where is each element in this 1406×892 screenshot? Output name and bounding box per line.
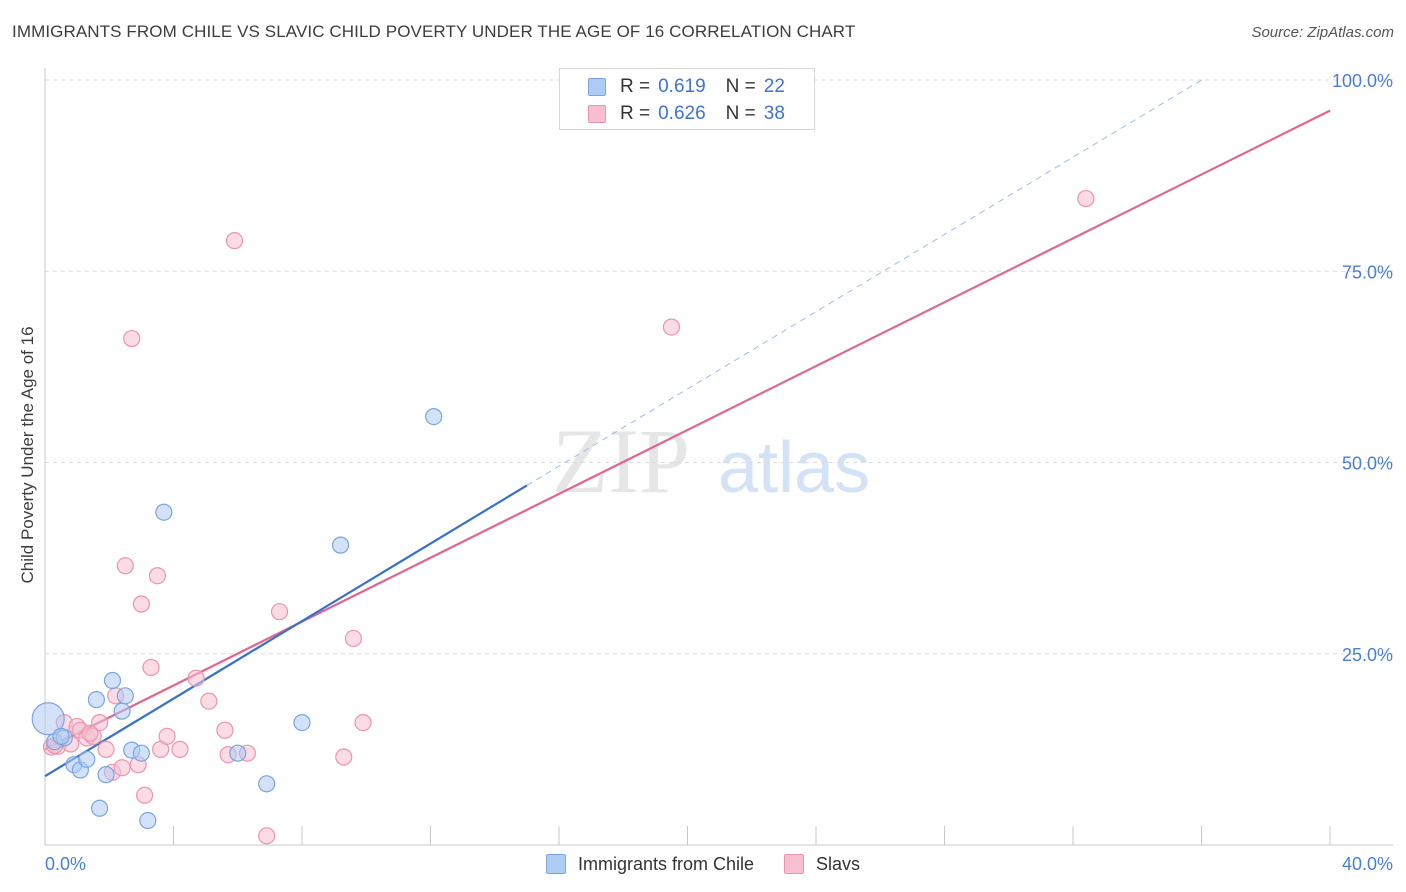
stats-legend: R = 0.619 N = 22 R = 0.626 N = 38 bbox=[559, 68, 815, 130]
x-tick-label: 0.0% bbox=[45, 854, 86, 874]
legend-n-label: N = bbox=[725, 103, 756, 124]
data-point-chile bbox=[103, 671, 122, 690]
data-point-slavs bbox=[142, 658, 160, 677]
data-point-chile bbox=[139, 811, 157, 830]
legend-swatch-slavs bbox=[588, 105, 606, 123]
data-point-slavs bbox=[662, 318, 681, 336]
series-legend: Immigrants from Chile Slavs bbox=[0, 850, 1406, 878]
data-point-slavs bbox=[216, 721, 234, 739]
x-tick-label: 40.0% bbox=[1342, 854, 1393, 874]
data-point-chile bbox=[113, 702, 131, 720]
data-point-chile bbox=[78, 750, 96, 768]
data-point-slavs bbox=[344, 629, 362, 648]
series-name-chile: Immigrants from Chile bbox=[577, 853, 755, 874]
watermark-zip: ZIP bbox=[552, 410, 690, 512]
data-point-slavs bbox=[225, 232, 244, 250]
y-tick-label: 100.0% bbox=[1332, 71, 1393, 91]
legend-r-label: R = bbox=[620, 76, 651, 97]
data-point-slavs bbox=[1077, 189, 1095, 208]
data-point-slavs bbox=[258, 827, 276, 845]
y-tick-label: 50.0% bbox=[1342, 454, 1393, 474]
legend-r-value: 0.626 bbox=[658, 103, 706, 124]
axes bbox=[44, 68, 1393, 846]
series-swatch-slavs bbox=[784, 854, 805, 874]
series-name-slavs: Slavs bbox=[816, 853, 861, 874]
data-point-slavs bbox=[81, 724, 99, 742]
trend-line-slavs bbox=[44, 109, 1331, 751]
data-point-chile bbox=[258, 775, 276, 793]
data-point-chile bbox=[425, 408, 443, 426]
watermark: ZIP atlas bbox=[552, 410, 870, 512]
legend-n-label: N = bbox=[725, 76, 756, 97]
data-point-chile bbox=[331, 536, 350, 554]
data-points bbox=[31, 189, 1095, 845]
legend-swatch-chile bbox=[588, 78, 606, 96]
data-point-slavs bbox=[270, 603, 289, 621]
data-point-slavs bbox=[116, 557, 134, 575]
data-point-chile bbox=[97, 766, 115, 784]
data-point-chile bbox=[293, 713, 311, 732]
data-point-slavs bbox=[187, 669, 205, 687]
chart-source: Source: ZipAtlas.com bbox=[1251, 24, 1394, 41]
data-point-slavs bbox=[123, 329, 141, 348]
data-point-chile bbox=[132, 744, 150, 762]
data-point-chile bbox=[155, 503, 173, 521]
data-point-slavs bbox=[97, 740, 115, 758]
data-point-chile bbox=[31, 702, 65, 736]
legend-n-value: 22 bbox=[763, 76, 785, 97]
data-point-chile bbox=[229, 744, 247, 762]
watermark-atlas: atlas bbox=[718, 428, 870, 508]
data-point-slavs bbox=[158, 727, 176, 745]
series-legend-chile: Immigrants from Chile bbox=[545, 853, 755, 875]
data-point-slavs bbox=[200, 692, 218, 710]
data-point-chile bbox=[52, 727, 70, 745]
data-point-slavs bbox=[335, 748, 353, 766]
trend-line-chile bbox=[44, 484, 528, 778]
legend-r-value: 0.619 bbox=[658, 76, 706, 97]
series-legend-slavs: Slavs bbox=[784, 854, 860, 875]
series-swatch-chile bbox=[545, 854, 566, 874]
data-point-chile bbox=[116, 687, 134, 705]
legend-n-value: 38 bbox=[763, 103, 785, 124]
data-point-chile bbox=[87, 691, 106, 709]
chart-title: IMMIGRANTS FROM CHILE VS SLAVIC CHILD PO… bbox=[12, 22, 856, 41]
legend-r-label: R = bbox=[620, 103, 651, 124]
data-point-slavs bbox=[148, 567, 167, 585]
data-point-slavs bbox=[354, 713, 372, 732]
y-tick-label: 75.0% bbox=[1342, 262, 1393, 282]
data-point-slavs bbox=[135, 786, 154, 804]
data-point-slavs bbox=[171, 740, 189, 758]
grid-lines bbox=[45, 79, 1393, 655]
y-tick-label: 25.0% bbox=[1342, 645, 1393, 665]
data-point-chile bbox=[91, 799, 109, 817]
legend-row-slavs: R = 0.626 N = 38 bbox=[588, 102, 785, 126]
data-point-slavs bbox=[132, 595, 150, 613]
data-point-slavs bbox=[113, 759, 131, 777]
legend-row-chile: R = 0.619 N = 22 bbox=[588, 75, 785, 99]
tick-labels: 25.0% 50.0% 75.0% 100.0% 0.0% 40.0% bbox=[45, 71, 1393, 874]
data-point-slavs bbox=[91, 713, 109, 732]
trend-lines bbox=[44, 79, 1331, 778]
